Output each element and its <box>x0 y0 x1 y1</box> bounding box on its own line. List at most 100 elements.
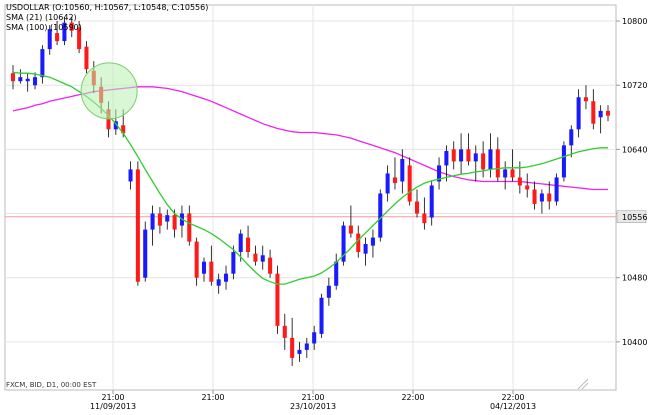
candle <box>495 137 500 182</box>
x-tick-time-label: 21:00 <box>301 393 324 402</box>
candle <box>407 157 412 206</box>
candle-body <box>69 22 74 31</box>
candle <box>304 337 309 358</box>
candle <box>282 313 287 350</box>
candle <box>554 173 559 206</box>
candle-body <box>583 97 588 102</box>
candle-body <box>290 337 295 358</box>
candle-body <box>407 165 412 202</box>
candle-body <box>84 46 89 70</box>
candle <box>532 181 537 210</box>
candle <box>341 221 346 266</box>
candle-body <box>591 101 596 124</box>
candle-body <box>253 253 258 262</box>
candle-body <box>18 77 23 82</box>
candle-body <box>312 332 317 344</box>
candle-body <box>319 297 324 334</box>
candle-body <box>187 213 192 242</box>
x-tick-time-label: 21:00 <box>201 393 224 402</box>
axes-layer: 104001048010640107201080021:0011/09/2013… <box>90 17 648 411</box>
candle-body <box>33 77 38 86</box>
candle <box>488 133 493 178</box>
candle-body <box>143 229 148 278</box>
candle-body <box>503 169 508 178</box>
candle <box>517 161 522 194</box>
candle-body <box>268 257 273 274</box>
candle <box>47 25 52 55</box>
candle-body <box>525 185 530 190</box>
candle-body <box>25 78 30 82</box>
candle <box>444 145 449 182</box>
candle <box>510 149 515 182</box>
candle-body <box>194 241 199 278</box>
candle-body <box>326 285 331 298</box>
candle-body <box>473 153 478 162</box>
candle <box>326 277 331 306</box>
candle-body <box>157 213 162 226</box>
y-tick-label: 10720 <box>622 81 647 90</box>
candle-body <box>561 145 566 178</box>
candle <box>466 133 471 166</box>
y-tick-label: 10480 <box>622 274 647 283</box>
candle <box>187 205 192 246</box>
candle-body <box>224 273 229 282</box>
candle-body <box>341 225 346 262</box>
last-price-label: 10556 <box>622 213 647 222</box>
candle <box>334 253 339 290</box>
last-price-box <box>616 210 647 223</box>
candle <box>422 197 427 230</box>
candle-body <box>400 159 405 182</box>
candle-body <box>437 165 442 182</box>
x-tick-time-label: 22:00 <box>401 393 424 402</box>
candle-body <box>510 169 515 178</box>
candle <box>25 73 30 92</box>
candle-body <box>429 185 434 218</box>
candle-body <box>40 49 45 78</box>
candle <box>539 189 544 214</box>
candle <box>18 69 23 84</box>
candle-body <box>348 225 353 234</box>
data-source-note: FXCM, BID, D1, 00:00 EST <box>6 381 97 389</box>
candle <box>459 133 464 174</box>
y-tick-label: 10800 <box>622 17 647 26</box>
candle <box>194 237 199 286</box>
x-tick-date-label: 04/12/2013 <box>490 402 536 411</box>
candle-body <box>77 27 82 50</box>
grid <box>4 4 617 391</box>
candle <box>363 237 368 266</box>
candle <box>201 257 207 282</box>
candle <box>231 245 236 280</box>
plot-frame <box>4 4 617 391</box>
candle <box>312 325 317 350</box>
y-tick-label: 10640 <box>622 145 647 154</box>
candle <box>135 161 140 286</box>
x-tick-time-label: 22:00 <box>501 393 524 402</box>
candle-body <box>128 169 133 182</box>
candle <box>143 221 148 282</box>
candle-body <box>356 233 361 253</box>
candle-body <box>304 343 309 350</box>
candle-body <box>275 273 280 326</box>
candle-body <box>334 261 339 286</box>
candle-body <box>414 201 420 214</box>
candle-body <box>481 153 486 170</box>
candle <box>583 85 588 110</box>
candle <box>77 21 82 54</box>
candle <box>209 245 214 286</box>
sma21-legend: SMA (21) (10642) <box>6 13 77 22</box>
candle <box>157 207 162 234</box>
candle <box>150 205 155 246</box>
candle-body <box>466 149 471 162</box>
candle-body <box>363 244 368 254</box>
candle-body <box>47 29 52 50</box>
candle-body <box>422 213 427 224</box>
candle <box>348 205 353 238</box>
y-tick-label: 10400 <box>622 338 647 347</box>
candle <box>55 21 60 46</box>
candle <box>385 165 390 202</box>
candle <box>378 189 383 242</box>
candle <box>319 293 324 338</box>
candle-body <box>378 193 383 238</box>
candle-body <box>576 97 581 130</box>
candle-body <box>135 169 140 282</box>
